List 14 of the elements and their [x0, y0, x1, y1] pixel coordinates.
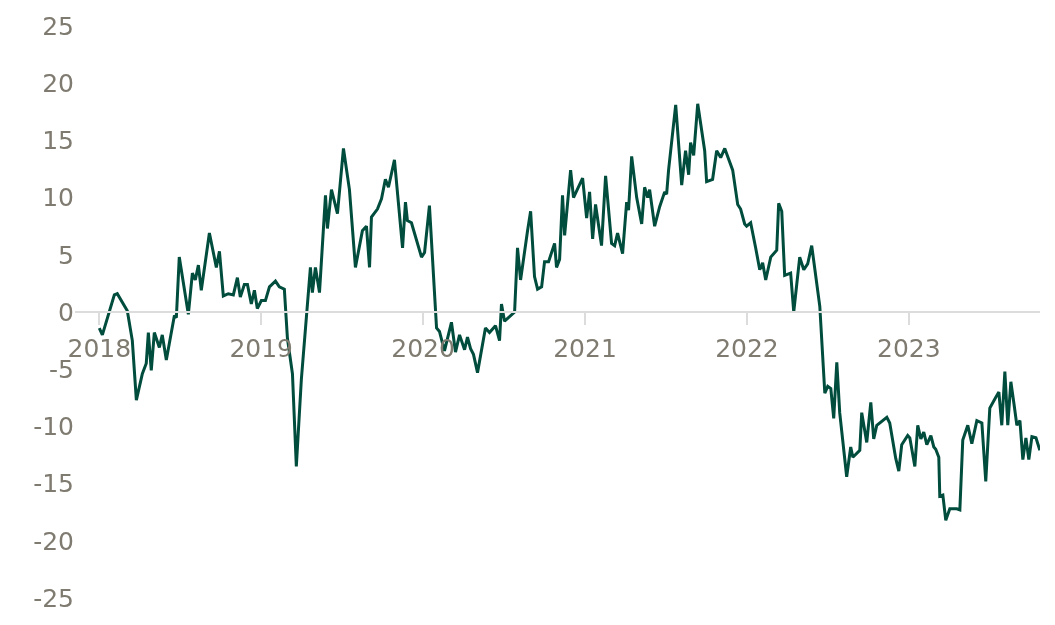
x-tick-label: 2020 — [391, 334, 455, 363]
y-tick-label: -20 — [33, 526, 74, 556]
y-tick-label: 25 — [42, 11, 74, 41]
x-tick-label: 2023 — [877, 334, 941, 363]
y-tick-label: -10 — [33, 412, 74, 442]
y-tick-label: 0 — [58, 297, 74, 327]
y-tick-label: -25 — [33, 583, 74, 613]
x-tick-label: 2021 — [553, 334, 617, 363]
y-tick-label: 15 — [42, 126, 74, 156]
x-tick-label: 2022 — [715, 334, 779, 363]
y-tick-label: 5 — [58, 240, 74, 270]
y-tick-label: 10 — [42, 183, 74, 213]
y-tick-label: -15 — [33, 469, 74, 499]
y-tick-label: 20 — [42, 68, 74, 98]
